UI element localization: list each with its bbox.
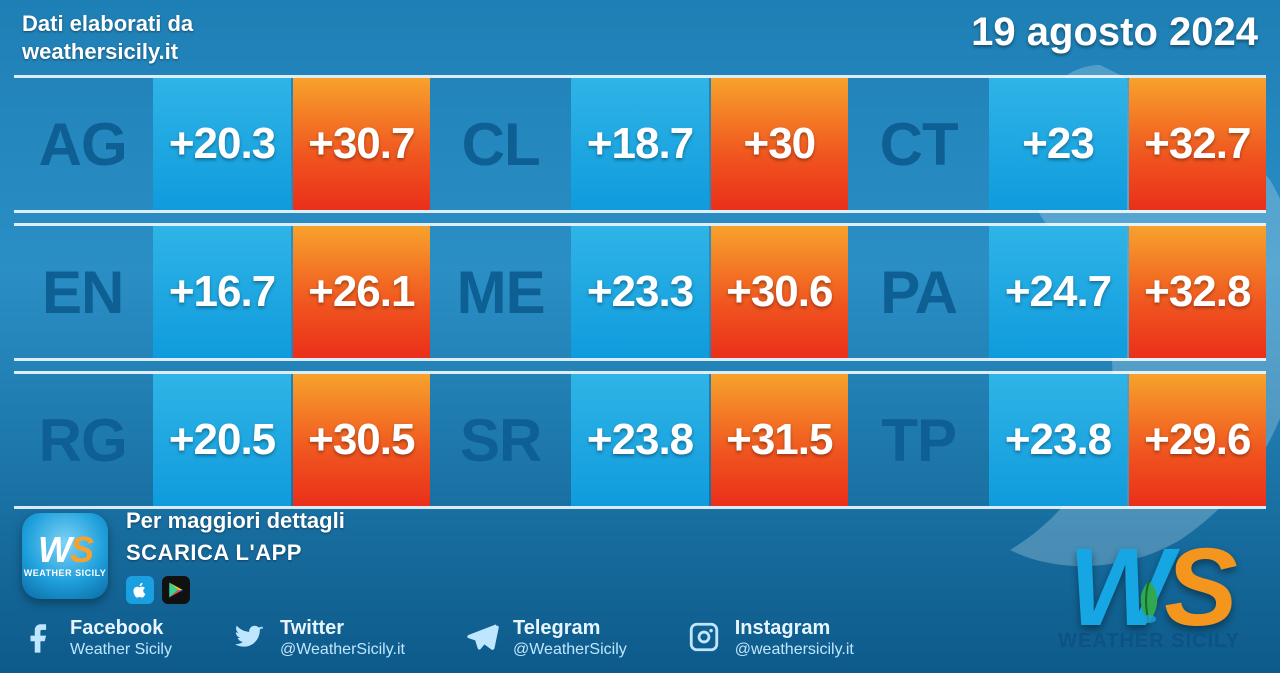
social-handle: @WeatherSicily.it xyxy=(280,640,405,659)
source-line2: weathersicily.it xyxy=(22,38,193,66)
temp-max: +30.5 xyxy=(293,374,430,506)
social-handle: @weathersicily.it xyxy=(735,640,854,659)
province-code: ME xyxy=(432,226,569,358)
social-telegram[interactable]: Telegram @WeatherSicily xyxy=(465,616,627,659)
temp-min: +23.3 xyxy=(571,226,708,358)
province-code: RG xyxy=(14,374,151,506)
promo-line2: SCARICA L'APP xyxy=(126,540,345,566)
province-code: SR xyxy=(432,374,569,506)
social-name: Instagram xyxy=(735,616,854,640)
ws-logo-sub: WEATHER SICILY xyxy=(1044,630,1254,653)
twitter-icon xyxy=(232,620,266,654)
social-twitter[interactable]: Twitter @WeatherSicily.it xyxy=(232,616,405,659)
temp-min: +23.8 xyxy=(989,374,1126,506)
play-store-icon[interactable] xyxy=(162,576,190,604)
temp-min: +18.7 xyxy=(571,78,708,210)
social-instagram[interactable]: Instagram @weathersicily.it xyxy=(687,616,854,659)
temp-max: +29.6 xyxy=(1129,374,1266,506)
social-name: Telegram xyxy=(513,616,627,640)
leaf-icon xyxy=(1131,579,1167,625)
header: Dati elaborati da weathersicily.it 19 ag… xyxy=(0,0,1280,69)
grid-row: AG +20.3 +30.7 CL +18.7 +30 CT +23 +32.7 xyxy=(14,75,1266,213)
temp-max: +31.5 xyxy=(711,374,848,506)
social-handle: Weather Sicily xyxy=(70,640,172,659)
promo-line1: Per maggiori dettagli xyxy=(126,508,345,534)
temp-max: +32.8 xyxy=(1129,226,1266,358)
app-store-icon[interactable] xyxy=(126,576,154,604)
province-code: TP xyxy=(850,374,987,506)
grid-row: RG +20.5 +30.5 SR +23.8 +31.5 TP +23.8 +… xyxy=(14,371,1266,509)
instagram-icon xyxy=(687,620,721,654)
temp-min: +24.7 xyxy=(989,226,1126,358)
social-name: Facebook xyxy=(70,616,172,640)
temp-min: +20.5 xyxy=(153,374,290,506)
source-line1: Dati elaborati da xyxy=(22,10,193,38)
promo-text: Per maggiori dettagli SCARICA L'APP xyxy=(126,508,345,604)
temp-max: +30 xyxy=(711,78,848,210)
social-facebook[interactable]: Facebook Weather Sicily xyxy=(22,616,172,659)
facebook-icon xyxy=(22,620,56,654)
grid-row: EN +16.7 +26.1 ME +23.3 +30.6 PA +24.7 +… xyxy=(14,223,1266,361)
province-code: PA xyxy=(850,226,987,358)
temp-max: +30.6 xyxy=(711,226,848,358)
ws-app-badge: WS WEATHER SICILY xyxy=(22,513,108,599)
temp-min: +23.8 xyxy=(571,374,708,506)
temp-min: +23 xyxy=(989,78,1126,210)
province-code: EN xyxy=(14,226,151,358)
ws-logo: WS WEATHER SICILY xyxy=(1044,541,1254,654)
province-code: AG xyxy=(14,78,151,210)
province-code: CL xyxy=(432,78,569,210)
temp-max: +30.7 xyxy=(293,78,430,210)
temp-max: +32.7 xyxy=(1129,78,1266,210)
province-code: CT xyxy=(850,78,987,210)
social-name: Twitter xyxy=(280,616,405,640)
temperature-grid: AG +20.3 +30.7 CL +18.7 +30 CT +23 +32.7… xyxy=(14,75,1266,509)
header-date: 19 agosto 2024 xyxy=(971,10,1258,55)
temp-min: +20.3 xyxy=(153,78,290,210)
telegram-icon xyxy=(465,620,499,654)
source-label: Dati elaborati da weathersicily.it xyxy=(22,10,193,65)
store-icons xyxy=(126,576,345,604)
social-handle: @WeatherSicily xyxy=(513,640,627,659)
temp-max: +26.1 xyxy=(293,226,430,358)
ws-badge-sub: WEATHER SICILY xyxy=(24,568,107,578)
temp-min: +16.7 xyxy=(153,226,290,358)
